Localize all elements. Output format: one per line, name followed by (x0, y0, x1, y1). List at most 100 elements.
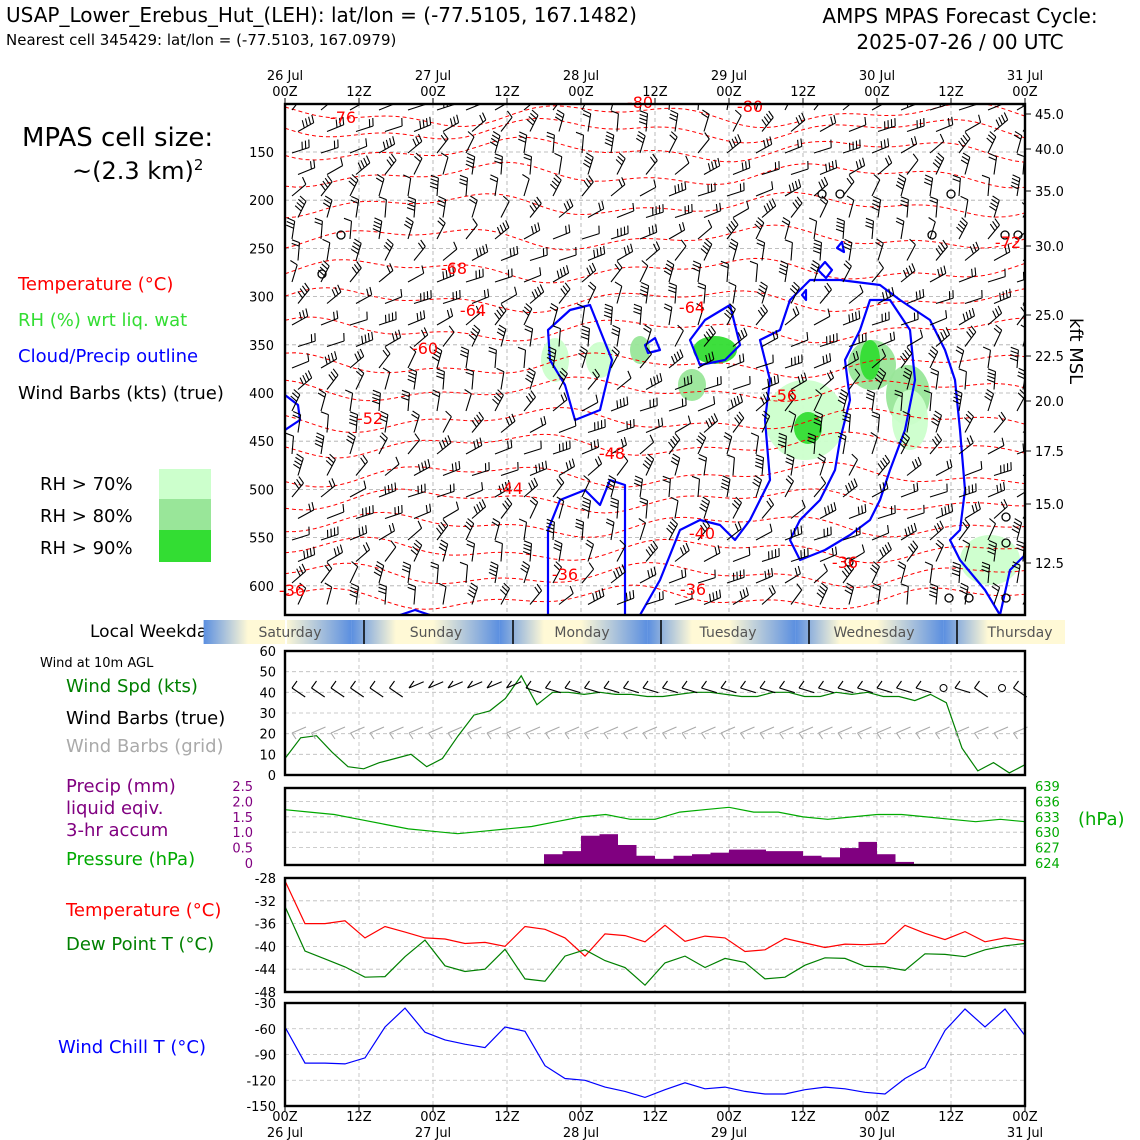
wind-barb (575, 518, 585, 541)
precip-frame (283, 786, 1027, 867)
wind-barb (964, 241, 980, 261)
wind-barb (784, 475, 794, 498)
wind-barb (928, 583, 939, 605)
rh-region (860, 340, 880, 380)
wind-barb (877, 542, 892, 562)
wind-barb (500, 497, 513, 519)
kft-tick-label: 22.5 (1035, 350, 1064, 365)
grid-wind-barb (701, 726, 716, 740)
wind-barb (958, 307, 976, 326)
wind-barb (726, 217, 739, 240)
wind-barb (639, 224, 658, 240)
isotherm-label: -44 (497, 479, 523, 498)
precip-bar (895, 861, 914, 865)
wind-barb (732, 587, 749, 605)
grid-wind-barb (584, 726, 599, 740)
bottom-tick-day: 30 Jul (859, 1126, 895, 1140)
surface-wind-barb (428, 680, 444, 689)
wind-barb (777, 432, 787, 455)
wind-barb (616, 418, 635, 434)
isotherm-label: -52 (357, 409, 383, 428)
wind-barb (587, 245, 606, 262)
wind-barb (557, 367, 568, 390)
wind-barb (837, 432, 847, 455)
wind-barb (989, 195, 1000, 218)
cloud-outline (546, 478, 627, 615)
wind-barb (645, 417, 664, 434)
wind-barb (842, 260, 852, 283)
precip-label-2: liquid eqiv. (66, 798, 164, 819)
wind-barb (558, 585, 574, 605)
station-title: USAP_Lower_Erebus_Hut_(LEH): lat/lon = (… (6, 3, 637, 27)
grid-wind-barb (779, 726, 794, 740)
wind-barb (963, 410, 974, 433)
wind-barb (500, 461, 519, 477)
wind-barb (778, 260, 789, 283)
wind-barb (581, 439, 600, 455)
wind-barb (552, 392, 568, 412)
pressure-label: Pressure (hPa) (66, 849, 196, 870)
wind-barb (349, 104, 362, 111)
y-tick-pressure: 300 (249, 291, 274, 306)
wind-barb (382, 367, 391, 390)
windchill-tick: -90 (255, 1049, 276, 1064)
wind-barb (523, 267, 542, 283)
wind-barb (958, 368, 967, 390)
wind-barb (935, 290, 954, 305)
wind-barb (813, 389, 823, 412)
wind-barb (293, 453, 304, 476)
wind-barb (645, 591, 664, 606)
wind-barb (761, 161, 780, 176)
wind-barb (993, 499, 1008, 519)
wind-barb (465, 437, 483, 455)
wind-barb (993, 243, 1011, 261)
wind-barb (875, 238, 884, 261)
wind-barb (326, 332, 345, 348)
wind-barb (790, 112, 806, 132)
wind-barb (956, 217, 968, 240)
grid-wind-barb (759, 726, 775, 740)
wind-barb (378, 482, 397, 498)
wind-barb (761, 110, 774, 132)
y-tick-pressure: 150 (249, 146, 274, 161)
wind-barb (666, 518, 678, 541)
wind-barb (784, 306, 800, 326)
cloud-outline (816, 260, 834, 280)
wind-barb (581, 175, 594, 197)
isotherm-label: -72 (995, 233, 1021, 252)
kft-tick-label: 15.0 (1035, 498, 1064, 513)
wind-barb (848, 368, 861, 390)
pressure-tick: 630 (1035, 826, 1060, 841)
bottom-tick-hour: 00Z (420, 1110, 446, 1125)
weekday-band (499, 620, 648, 644)
y-tick-pressure: 250 (249, 242, 274, 257)
rh-region (693, 336, 737, 364)
calm-wind-circle (927, 230, 937, 240)
wind-barb (320, 310, 339, 326)
wind-barb (906, 238, 916, 261)
calm-wind-circle (817, 189, 827, 199)
wind-barb (697, 282, 707, 304)
kft-tick-label: 40.0 (1035, 143, 1064, 158)
wind-barb (991, 582, 1001, 605)
wind-barb (790, 331, 809, 348)
wind-barb (871, 411, 881, 433)
bottom-tick-day: 31 Jul (1007, 1126, 1043, 1140)
precip-bar (747, 849, 766, 865)
windchill-tick: -150 (246, 1100, 276, 1115)
wind-barb (1013, 131, 1023, 154)
wind-barb (871, 261, 884, 283)
wind-barb (645, 153, 658, 175)
windchill-line (284, 1007, 1026, 1099)
rh-region (678, 369, 706, 401)
wind-barb (297, 370, 313, 390)
wind-barb (326, 368, 339, 390)
precip-bar (673, 855, 692, 865)
wind-barb (465, 368, 475, 390)
wind-barb (871, 525, 890, 541)
wind-barb (349, 138, 368, 154)
wind-barb (355, 454, 368, 476)
top-tick-hour: 00Z (420, 85, 446, 100)
wind-barb (488, 561, 499, 584)
wind-barb (320, 526, 339, 541)
